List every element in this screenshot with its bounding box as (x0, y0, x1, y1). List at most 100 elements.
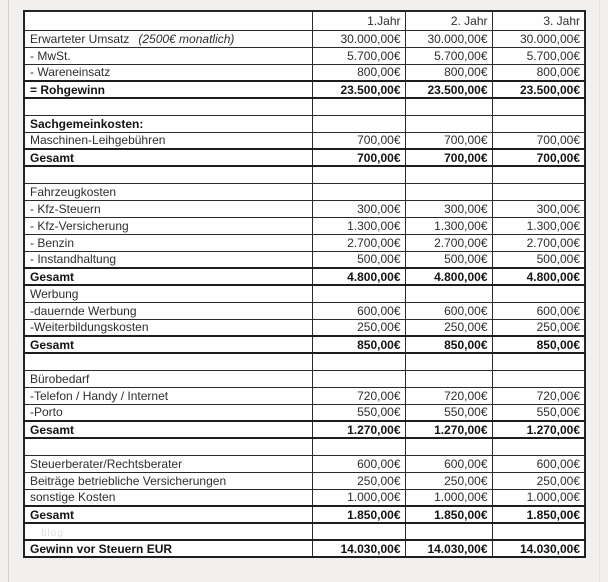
value-cell (311, 182, 406, 201)
row-label: Gesamt (30, 269, 75, 284)
value-cell (311, 437, 406, 456)
value-cell (311, 369, 406, 388)
row-label-cell (23, 165, 313, 184)
table-row: Erwarteter Umsatz (2500€ monatlich) 30.000… (23, 29, 586, 48)
table-row: Beiträge betriebliche Versicherungen 250,… (23, 471, 586, 490)
row-label-cell (23, 352, 313, 371)
row-label: - Instandhaltung (30, 252, 117, 267)
table-row: -Porto 550,00€ 550,00€ 550,00€ (23, 403, 586, 422)
row-label-cell (23, 437, 313, 456)
row-label: = Rohgewinn (30, 82, 105, 97)
value-cell (311, 97, 406, 116)
row-label-cell: = Rohgewinn (23, 80, 313, 99)
table-row: Fahrzeugkosten (23, 182, 586, 201)
page-right-border (599, 0, 600, 582)
value-cell: 550,00€ (404, 403, 493, 422)
table-row (23, 165, 586, 184)
table-row: blog (23, 522, 586, 541)
value-cell: 1.270,00€ (404, 420, 493, 439)
value-cell: 4.800,00€ (491, 267, 586, 286)
header-label-cell (23, 10, 313, 31)
value-cell (311, 284, 406, 303)
value-cell: 5.700,00€ (404, 46, 493, 65)
value-cell: 700,00€ (311, 148, 406, 167)
row-label-cell: Gewinn vor Steuern EUR (23, 539, 313, 558)
row-label: -Weiterbildungskosten (30, 320, 149, 335)
table-row (23, 97, 586, 116)
value-cell: 500,00€ (404, 250, 493, 269)
value-cell: 600,00€ (491, 454, 586, 473)
value-cell: 23.500,00€ (311, 80, 406, 99)
value-cell: 1.000,00€ (404, 488, 493, 507)
value-cell: 2.700,00€ (311, 233, 406, 252)
row-label: sonstige Kosten (30, 490, 116, 505)
row-label-cell: Gesamt (23, 148, 313, 167)
row-label: - MwSt. (30, 48, 71, 63)
row-label: Bürobedarf (30, 371, 90, 386)
value-cell (491, 97, 586, 116)
value-cell: 250,00€ (491, 318, 586, 337)
value-cell (491, 165, 586, 184)
row-label: -Porto (30, 405, 63, 420)
row-label: Gesamt (30, 337, 75, 352)
value-cell: 300,00€ (491, 199, 586, 218)
value-cell: 700,00€ (311, 131, 406, 150)
value-cell: 30.000,00€ (311, 29, 406, 48)
value-cell (404, 165, 493, 184)
value-cell: 5.700,00€ (491, 46, 586, 65)
row-label-cell: Steuerberater/Rechtsberater (23, 454, 313, 473)
table-row: Bürobedarf (23, 369, 586, 388)
value-cell: 550,00€ (491, 403, 586, 422)
value-cell (491, 369, 586, 388)
table-row: Gesamt 4.800,00€ 4.800,00€ 4.800,00€ (23, 267, 586, 286)
value-cell (311, 352, 406, 371)
value-cell: 23.500,00€ (404, 80, 493, 99)
value-cell (404, 97, 493, 116)
value-cell: 5.700,00€ (311, 46, 406, 65)
row-label-cell: Werbung (23, 284, 313, 303)
header-year-2: 2. Jahr (404, 10, 493, 31)
row-label-cell: Gesamt (23, 420, 313, 439)
row-label-cell: Maschinen-Leihgebühren (23, 131, 313, 150)
row-label: Beiträge betriebliche Versicherungen (30, 473, 227, 488)
value-cell: 30.000,00€ (404, 29, 493, 48)
value-cell: 2.700,00€ (491, 233, 586, 252)
value-cell (404, 437, 493, 456)
table-body: Erwarteter Umsatz (2500€ monatlich) 30.000… (23, 29, 586, 558)
row-label: - Benzin (30, 235, 75, 250)
value-cell: 720,00€ (491, 386, 586, 405)
watermark: blog (41, 527, 64, 539)
value-cell (404, 182, 493, 201)
value-cell (491, 352, 586, 371)
table-row: - Kfz-Versicherung 1.300,00€ 1.300,00€ 1.30… (23, 216, 586, 235)
value-cell: 250,00€ (404, 318, 493, 337)
value-cell: 1.850,00€ (404, 505, 493, 524)
row-label: - Wareneinsatz (30, 65, 111, 80)
table-row: - MwSt. 5.700,00€ 5.700,00€ 5.700,00€ (23, 46, 586, 65)
value-cell: 4.800,00€ (311, 267, 406, 286)
table-row: -Telefon / Handy / Internet 720,00€ 720,00… (23, 386, 586, 405)
value-cell: 1.270,00€ (491, 420, 586, 439)
row-label-cell: -Telefon / Handy / Internet (23, 386, 313, 405)
value-cell: 720,00€ (311, 386, 406, 405)
value-cell: 14.030,00€ (311, 539, 406, 558)
value-cell: 1.000,00€ (491, 488, 586, 507)
row-label-cell: - Kfz-Versicherung (23, 216, 313, 235)
row-label-cell: - Wareneinsatz (23, 63, 313, 82)
value-cell: 700,00€ (491, 131, 586, 150)
row-label: Erwarteter Umsatz (30, 31, 130, 46)
row-label: Maschinen-Leihgebühren (30, 133, 166, 148)
value-cell: 600,00€ (311, 301, 406, 320)
value-cell: 1.850,00€ (491, 505, 586, 524)
value-cell: 250,00€ (491, 471, 586, 490)
row-label-cell: Sachgemeinkosten: (23, 114, 313, 133)
value-cell (404, 522, 493, 541)
value-cell: 720,00€ (404, 386, 493, 405)
row-label-cell: - Instandhaltung (23, 250, 313, 269)
value-cell: 1.850,00€ (311, 505, 406, 524)
header-year-1: 1.Jahr (311, 10, 406, 31)
value-cell: 800,00€ (491, 63, 586, 82)
table-row: = Rohgewinn 23.500,00€ 23.500,00€ 23.500,00… (23, 80, 586, 99)
row-label-cell: Beiträge betriebliche Versicherungen (23, 471, 313, 490)
value-cell: 500,00€ (311, 250, 406, 269)
